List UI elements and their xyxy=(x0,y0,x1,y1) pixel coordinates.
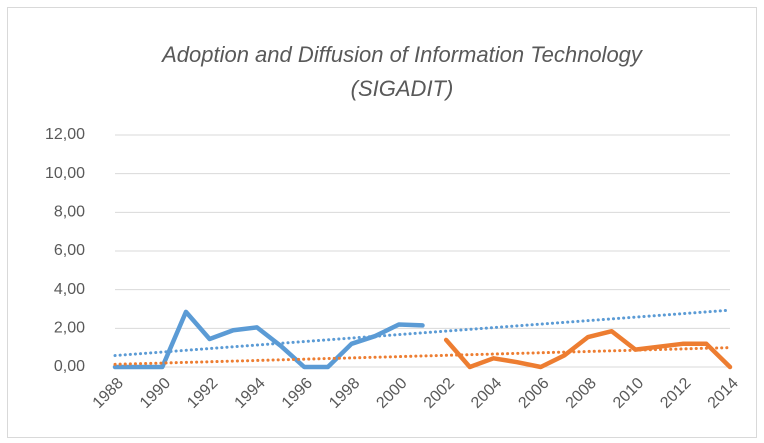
series-line xyxy=(443,328,733,370)
y-tick-label: 4,00 xyxy=(54,281,85,298)
series-line xyxy=(112,309,425,370)
chart-title: (SIGADIT) xyxy=(351,76,454,101)
y-tick-label: 6,00 xyxy=(54,242,85,259)
chart-title: Adoption and Diffusion of Information Te… xyxy=(160,42,644,67)
y-tick-label: 10,00 xyxy=(45,165,85,182)
y-tick-label: 2,00 xyxy=(54,320,85,337)
y-tick-label: 0,00 xyxy=(54,358,85,375)
y-tick-label: 12,00 xyxy=(45,126,85,143)
chart-border xyxy=(7,7,757,438)
trendline xyxy=(113,346,732,366)
y-tick-label: 8,00 xyxy=(54,204,85,221)
trendline xyxy=(113,308,732,358)
